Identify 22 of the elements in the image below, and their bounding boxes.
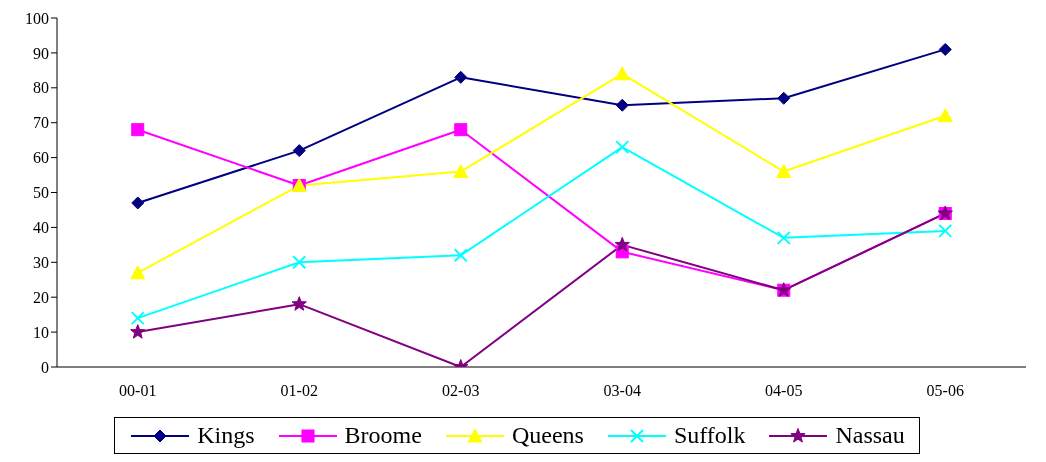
y-tick-label: 10 bbox=[33, 323, 49, 341]
x-tick-label: 01-02 bbox=[280, 382, 318, 400]
y-tick-label: 100 bbox=[25, 9, 49, 27]
y-tick-label: 50 bbox=[33, 184, 49, 202]
y-tick-label: 40 bbox=[33, 219, 49, 237]
y-tick-label: 20 bbox=[33, 288, 49, 306]
y-tick-label: 80 bbox=[33, 79, 49, 97]
y-tick-label: 0 bbox=[41, 358, 49, 376]
y-tick-label: 60 bbox=[33, 149, 49, 167]
legend-label: Queens bbox=[511, 422, 584, 449]
y-tick-label: 70 bbox=[33, 114, 49, 132]
x-tick-label: 05-06 bbox=[926, 382, 964, 400]
legend-label: Kings bbox=[197, 422, 255, 449]
legend-label: Suffolk bbox=[673, 422, 746, 449]
legend-label: Nassau bbox=[835, 422, 905, 449]
legend-label: Broome bbox=[344, 422, 422, 449]
x-tick-label: 04-05 bbox=[765, 382, 803, 400]
y-tick-label: 90 bbox=[33, 44, 49, 62]
x-tick-label: 03-04 bbox=[603, 382, 641, 400]
x-tick-label: 02-03 bbox=[442, 382, 480, 400]
x-tick-label: 00-01 bbox=[119, 382, 157, 400]
y-tick-label: 30 bbox=[33, 253, 49, 271]
